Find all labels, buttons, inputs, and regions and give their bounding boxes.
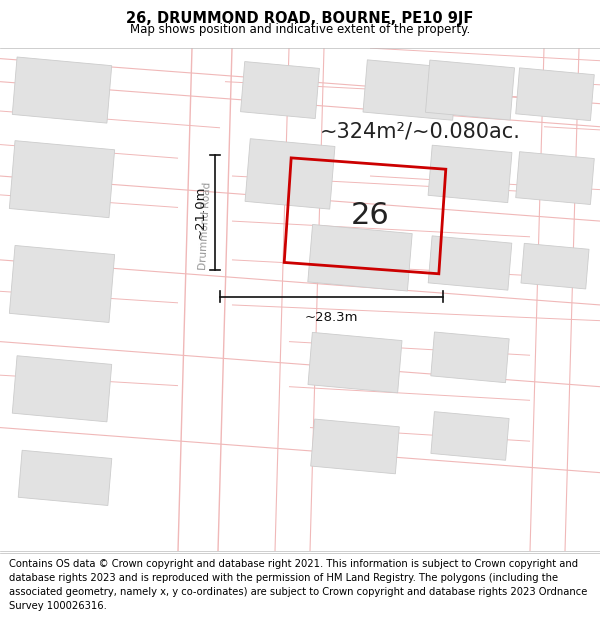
Polygon shape — [516, 152, 594, 204]
Polygon shape — [308, 332, 402, 392]
Text: ~324m²/~0.080ac.: ~324m²/~0.080ac. — [320, 122, 521, 142]
Polygon shape — [241, 62, 319, 119]
Polygon shape — [10, 246, 115, 322]
Polygon shape — [516, 68, 594, 121]
Polygon shape — [428, 145, 512, 202]
Polygon shape — [363, 60, 457, 120]
Polygon shape — [12, 356, 112, 422]
Polygon shape — [12, 57, 112, 123]
Polygon shape — [308, 224, 412, 291]
Polygon shape — [431, 332, 509, 382]
Text: Contains OS data © Crown copyright and database right 2021. This information is : Contains OS data © Crown copyright and d… — [9, 559, 587, 611]
Polygon shape — [521, 243, 589, 289]
Polygon shape — [425, 60, 515, 120]
Polygon shape — [18, 450, 112, 506]
Polygon shape — [431, 412, 509, 460]
Text: 26: 26 — [350, 201, 389, 231]
Text: ~28.3m: ~28.3m — [305, 311, 358, 324]
Polygon shape — [10, 141, 115, 218]
Text: 26, DRUMMOND ROAD, BOURNE, PE10 9JF: 26, DRUMMOND ROAD, BOURNE, PE10 9JF — [127, 11, 473, 26]
Text: ~21.0m: ~21.0m — [194, 186, 207, 239]
Text: Drummond Road: Drummond Road — [198, 182, 212, 271]
Polygon shape — [311, 419, 399, 474]
Text: Map shows position and indicative extent of the property.: Map shows position and indicative extent… — [130, 23, 470, 36]
Polygon shape — [428, 236, 512, 290]
Polygon shape — [245, 139, 335, 209]
